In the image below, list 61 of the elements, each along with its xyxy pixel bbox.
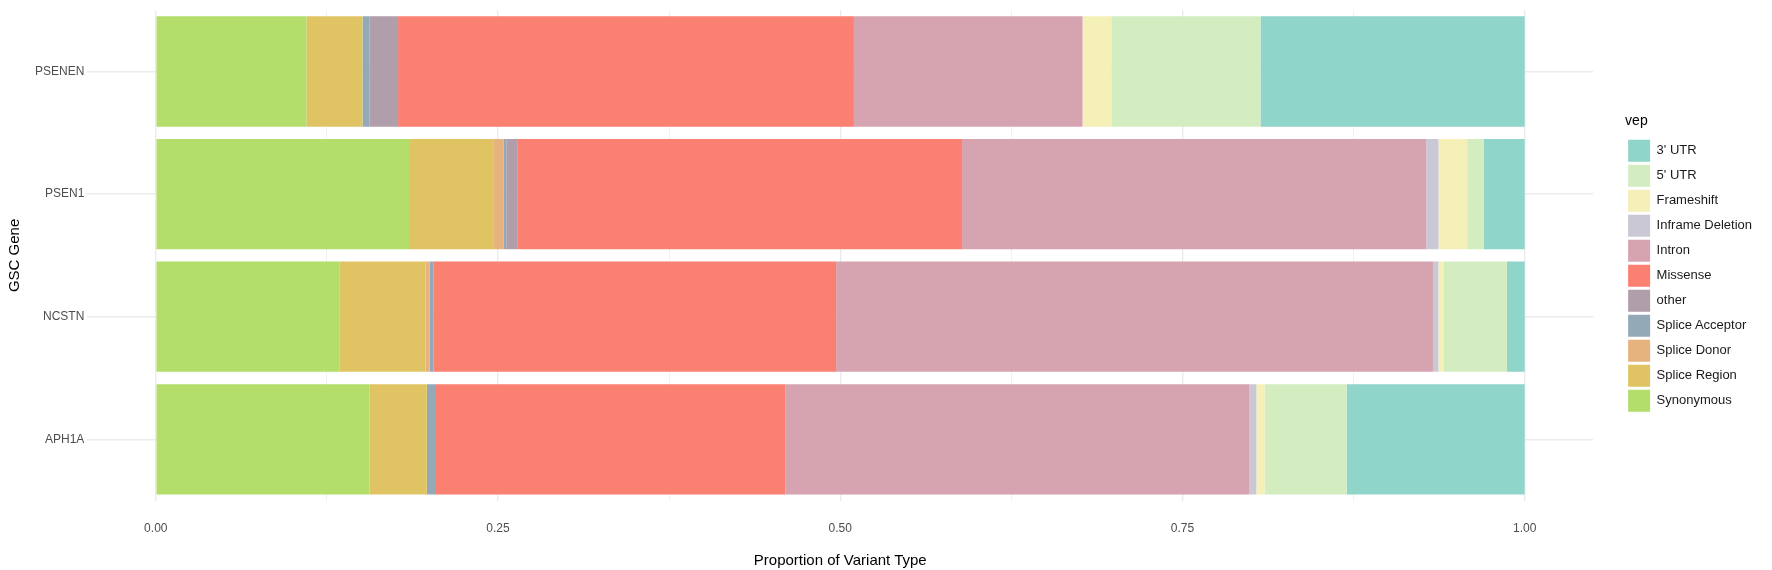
- bar: [1506, 261, 1525, 372]
- legend-label: Synonymous: [1656, 392, 1733, 408]
- y-tick-label: PSENEN: [34, 63, 85, 78]
- bar: [362, 16, 370, 127]
- bar: [503, 138, 507, 250]
- bar: [1467, 138, 1484, 250]
- bar: [306, 16, 363, 127]
- bar: [1256, 384, 1265, 495]
- bar: [409, 138, 494, 250]
- bar: [339, 261, 426, 372]
- legend-label: Missense: [1656, 267, 1712, 283]
- bar: [398, 16, 854, 127]
- x-tick-label: 0.75: [1170, 521, 1195, 536]
- bar: [1483, 138, 1525, 250]
- y-axis-title: GSC Gene: [5, 218, 23, 293]
- x-axis-title: Proportion of Variant Type: [753, 551, 927, 569]
- y-tick-label: PSEN1: [44, 186, 85, 201]
- bar: [433, 261, 837, 372]
- x-tick-label: 0.50: [828, 521, 853, 536]
- bar: [1438, 261, 1444, 372]
- x-tick-label: 1.00: [1513, 521, 1537, 536]
- bar: [493, 138, 504, 250]
- x-tick-label: 0.25: [486, 521, 511, 536]
- bar: [785, 384, 1250, 495]
- legend-label: Splice Region: [1656, 367, 1737, 383]
- bar: [369, 16, 399, 127]
- bar: [156, 384, 370, 495]
- legend-label: 3' UTR: [1656, 142, 1697, 158]
- bar: [517, 138, 963, 250]
- legend-label: Splice Acceptor: [1656, 317, 1747, 333]
- legend-label: Frameshift: [1656, 192, 1719, 208]
- bar: [435, 384, 786, 495]
- legend-label: 5' UTR: [1656, 167, 1697, 183]
- bar: [1082, 16, 1112, 127]
- bar: [1438, 138, 1468, 250]
- legend-title: vep: [1625, 111, 1648, 128]
- bar: [853, 16, 1083, 127]
- bar: [156, 16, 307, 127]
- bar: [1432, 261, 1439, 372]
- bar: [1264, 384, 1347, 495]
- bar: [1111, 16, 1261, 127]
- bar: [369, 384, 427, 495]
- bar: [1260, 16, 1525, 127]
- legend-label: Inframe Deletion: [1656, 217, 1753, 233]
- bar: [1346, 384, 1525, 495]
- legend-label: Intron: [1656, 242, 1690, 258]
- bar: [1426, 138, 1439, 250]
- bar: [506, 138, 518, 250]
- bar: [962, 138, 1427, 250]
- y-tick-label: APH1A: [44, 431, 85, 446]
- bar: [156, 261, 340, 372]
- bar: [426, 384, 436, 495]
- bar: [156, 138, 410, 250]
- x-tick-label: 0.00: [144, 521, 168, 536]
- bar: [429, 261, 434, 372]
- legend-label: Splice Donor: [1656, 342, 1732, 358]
- bar: [1443, 261, 1507, 372]
- y-tick-label: NCSTN: [43, 309, 85, 324]
- legend-label: other: [1656, 292, 1687, 308]
- bar: [836, 261, 1433, 372]
- bar: [425, 261, 430, 372]
